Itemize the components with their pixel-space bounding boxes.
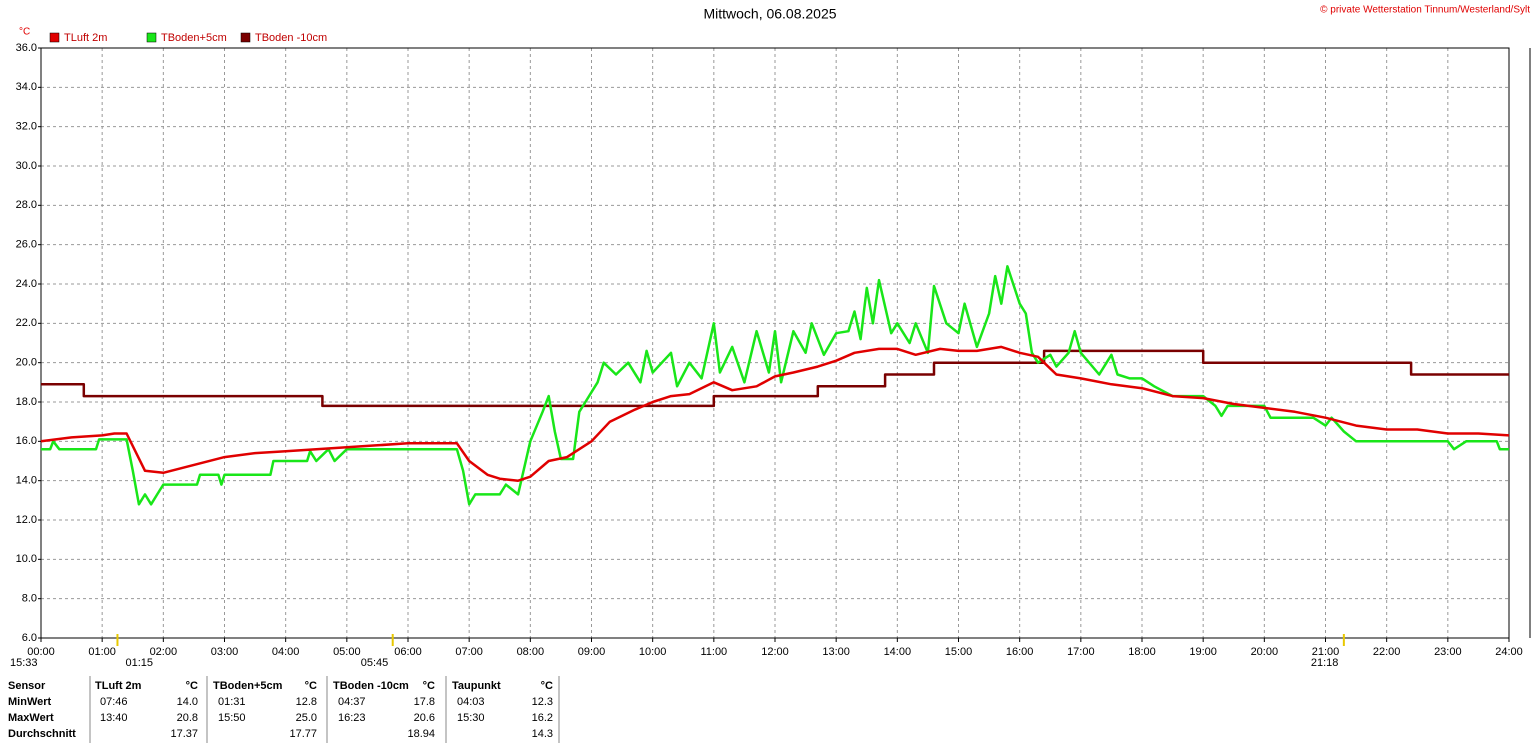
- y-tick-label: 22.0: [16, 317, 37, 329]
- y-tick-label: 24.0: [16, 278, 37, 290]
- table-header: Sensor: [8, 680, 46, 692]
- table-cell: 15:50: [218, 712, 246, 724]
- legend-swatch: [49, 32, 60, 43]
- series-line: [41, 265, 1509, 506]
- y-tick-label: 26.0: [16, 239, 37, 251]
- table-cell: 25.0: [296, 712, 317, 724]
- y-tick-label: 30.0: [16, 160, 37, 172]
- table-header: TLuft 2m: [95, 680, 142, 692]
- y-tick-label: 32.0: [16, 121, 37, 133]
- table-cell: 04:03: [457, 696, 485, 708]
- x-tick-label: 03:00: [211, 646, 239, 658]
- legend-swatch: [146, 32, 157, 43]
- legend-swatch: [240, 32, 251, 43]
- copyright: © private Wetterstation Tinnum/Westerlan…: [1320, 5, 1530, 16]
- x-tick-label: 17:00: [1067, 646, 1095, 658]
- table-cell: 07:46: [100, 696, 128, 708]
- table-cell: 17.77: [289, 728, 317, 740]
- y-tick-label: 34.0: [16, 81, 37, 93]
- event-label: 21:18: [1311, 657, 1339, 669]
- table-header: TBoden+5cm: [213, 680, 283, 692]
- x-tick-label: 23:00: [1434, 646, 1462, 658]
- x-tick-label: 05:00: [333, 646, 361, 658]
- table-cell: 20.6: [414, 712, 435, 724]
- x-tick-label: 13:00: [822, 646, 850, 658]
- series-line: [41, 349, 1509, 408]
- y-tick-label: 10.0: [16, 553, 37, 565]
- table-cell: 17.37: [170, 728, 198, 740]
- table-cell: 13:40: [100, 712, 128, 724]
- legend-label: TBoden+5cm: [161, 32, 227, 44]
- x-tick-label: 07:00: [455, 646, 483, 658]
- x-tick-label: 16:00: [1006, 646, 1034, 658]
- table-cell: 16:23: [338, 712, 366, 724]
- table-cell: MinWert: [8, 696, 52, 708]
- x-tick-label: 11:00: [700, 646, 727, 658]
- table-header: °C: [541, 680, 553, 692]
- table-cell: 04:37: [338, 696, 366, 708]
- event-label: 05:45: [361, 657, 389, 669]
- chart-title: Mittwoch, 06.08.2025: [703, 6, 836, 22]
- y-tick-label: 6.0: [22, 632, 37, 644]
- table-header: TBoden -10cm: [333, 680, 409, 692]
- x-tick-label: 20:00: [1251, 646, 1279, 658]
- table-header: °C: [423, 680, 435, 692]
- legend-label: TBoden -10cm: [255, 32, 327, 44]
- table-cell: 16.2: [532, 712, 553, 724]
- table-cell: 12.3: [532, 696, 553, 708]
- y-tick-label: 14.0: [16, 475, 37, 487]
- table-cell: Durchschnitt: [8, 728, 76, 740]
- x-tick-label: 01:00: [88, 646, 116, 658]
- table-cell: MaxWert: [8, 712, 54, 724]
- x-tick-label: 19:00: [1189, 646, 1217, 658]
- table-cell: 14.3: [532, 728, 553, 740]
- x-tick-label: 09:00: [578, 646, 606, 658]
- plot-frame: [40, 47, 1510, 639]
- x-tick-label: 18:00: [1128, 646, 1156, 658]
- series-line: [40, 345, 1510, 482]
- table-cell: 17.8: [414, 696, 435, 708]
- table-cell: 14.0: [177, 696, 198, 708]
- x-tick-label: 10:00: [639, 646, 667, 658]
- x-tick-label: 22:00: [1373, 646, 1401, 658]
- table-cell: 12.8: [296, 696, 317, 708]
- x-tick-label: 24:00: [1495, 646, 1523, 658]
- table-header: Taupunkt: [452, 680, 501, 692]
- y-tick-label: 36.0: [16, 42, 37, 54]
- y-tick-label: 18.0: [16, 396, 37, 408]
- x-tick-label: 12:00: [761, 646, 789, 658]
- table-header: °C: [186, 680, 198, 692]
- y-tick-label: 20.0: [16, 357, 37, 369]
- y-tick-label: 8.0: [22, 593, 37, 605]
- y-tick-label: 28.0: [16, 199, 37, 211]
- table-cell: 01:31: [218, 696, 246, 708]
- x-tick-label: 02:00: [150, 646, 178, 658]
- x-tick-label: 04:00: [272, 646, 300, 658]
- table-cell: 20.8: [177, 712, 198, 724]
- table-header: °C: [305, 680, 317, 692]
- x-tick-label: 14:00: [884, 646, 912, 658]
- y-axis-label: °C: [19, 27, 30, 38]
- y-tick-label: 12.0: [16, 514, 37, 526]
- x-tick-label: 06:00: [394, 646, 422, 658]
- x-tick-label: 08:00: [517, 646, 545, 658]
- x-tick-label: 00:00: [27, 646, 55, 658]
- legend-label: TLuft 2m: [64, 32, 107, 44]
- x-tick-label: 15:00: [945, 646, 973, 658]
- event-label: 01:15: [125, 657, 153, 669]
- table-cell: 18.94: [407, 728, 435, 740]
- x-tick-label: 21:00: [1312, 646, 1340, 658]
- event-label: 15:33: [10, 657, 38, 669]
- table-cell: 15:30: [457, 712, 485, 724]
- y-tick-label: 16.0: [16, 435, 37, 447]
